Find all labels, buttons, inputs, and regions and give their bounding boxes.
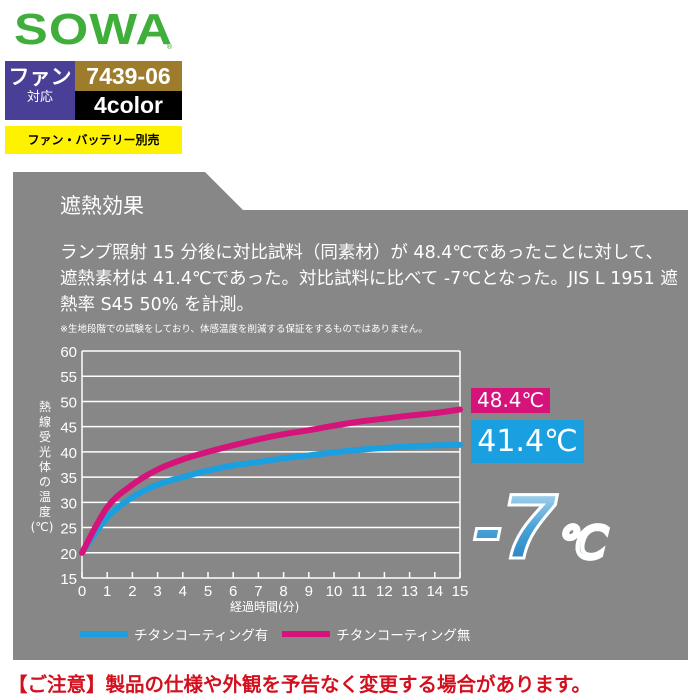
color-count-badge: 4color — [75, 91, 182, 120]
y-tick-label: 25 — [60, 521, 77, 538]
legend: チタンコーティング有 チタンコーティング無 — [80, 624, 470, 644]
registered-mark: ® — [166, 43, 173, 51]
y-tick-label: 30 — [60, 495, 77, 512]
legend-swatch-pink — [282, 631, 331, 637]
fan-label: ファン — [8, 65, 72, 89]
difference-graphic: -7℃ — [471, 475, 611, 571]
legend-label-with-coating: チタンコーティング有 — [134, 628, 269, 644]
series-line-without-coating — [79, 406, 463, 556]
sold-separately-badge: ファン・バッテリー別売 — [5, 126, 182, 154]
x-tick-label: 2 — [128, 583, 136, 600]
compatible-label: 対応 — [26, 90, 53, 105]
x-tick-label: 11 — [351, 583, 367, 600]
panel-title: 遮熱効果 — [60, 194, 144, 218]
value-label-with: 41.4℃ — [471, 420, 584, 463]
x-tick-label: 4 — [179, 583, 187, 600]
product-number-badge: 7439-06 — [75, 61, 182, 91]
note: ※生地段階での試験をしており、体感温度を削減する保証をするものではありません。 — [60, 324, 428, 335]
x-tick-label: 5 — [204, 583, 212, 600]
y-tick-label: 45 — [60, 420, 77, 437]
x-tick-label: 15 — [452, 583, 469, 600]
fan-compatible-badge: ファン 対応 — [5, 61, 75, 120]
y-tick-label: 35 — [60, 470, 77, 487]
y-axis-label-text: 熱線受光体の温度 — [38, 400, 51, 519]
x-tick-label: 6 — [229, 583, 237, 600]
legend-swatch-blue — [80, 631, 128, 637]
x-tick-label: 3 — [153, 583, 161, 600]
value-label-without: 48.4℃ — [471, 388, 550, 413]
description: ランプ照射 15 分後に対比試料（同素材）が 48.4℃であったことに対して、遮… — [60, 243, 678, 315]
y-tick-label: 20 — [60, 546, 77, 563]
x-tick-label: 0 — [78, 583, 86, 600]
difference-text: -7℃ — [472, 476, 609, 570]
x-tick-label: 9 — [305, 583, 313, 600]
x-axis-label: 経過時間(分) — [230, 600, 300, 614]
y-tick-label: 15 — [60, 571, 77, 588]
x-tick-label: 7 — [254, 583, 262, 600]
y-axis-label: 熱線受光体の温度 (℃) — [31, 400, 54, 535]
y-tick-label: 60 — [60, 344, 77, 361]
x-tick-label: 8 — [279, 583, 287, 600]
legend-label-without-coating: チタンコーティング無 — [336, 628, 471, 644]
y-axis-unit: (℃) — [30, 520, 54, 534]
x-tick-label: 14 — [426, 583, 443, 600]
y-tick-label: 55 — [60, 369, 77, 386]
y-tick-label: 40 — [60, 445, 77, 462]
x-tick-label: 10 — [326, 583, 343, 600]
x-tick-label: 1 — [103, 583, 111, 600]
x-tick-label: 12 — [376, 583, 393, 600]
y-tick-label: 50 — [60, 394, 77, 411]
brand-logo: SOWA — [14, 5, 174, 54]
series-line-with-coating — [79, 441, 463, 556]
caution-notice: 【ご注意】製品の仕様や外観を予告なく変更する場合があります。 — [8, 673, 592, 696]
x-tick-label: 13 — [401, 583, 418, 600]
